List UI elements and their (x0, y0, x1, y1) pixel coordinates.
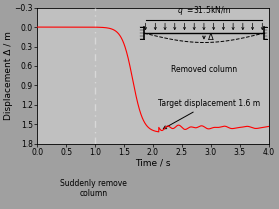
Y-axis label: Displacement Δ / m: Displacement Δ / m (4, 31, 13, 120)
X-axis label: Time / s: Time / s (135, 158, 171, 167)
Text: Suddenly remove
column: Suddenly remove column (60, 179, 127, 198)
Text: Removed column: Removed column (171, 65, 237, 74)
Text: Target displacement 1.6 m: Target displacement 1.6 m (158, 99, 260, 129)
